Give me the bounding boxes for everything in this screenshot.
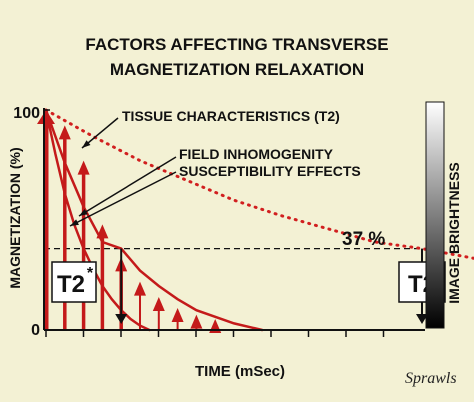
annotation-susceptibility-effects: SUSCEPTIBILITY EFFECTS — [179, 163, 361, 179]
echo-spike-arrowhead — [152, 297, 165, 311]
annotation-tissue-characteristics: TISSUE CHARACTERISTICS (T2) — [122, 108, 340, 124]
image-brightness-label: IMAGE BRIGHTNESS — [446, 162, 462, 304]
field-inhomogenity-curve — [44, 108, 264, 332]
annotation-field-inhomogenity: FIELD INHOMOGENITY — [179, 146, 334, 162]
y-axis-label: MAGNETIZATION (%) — [7, 147, 23, 288]
chart-title-line2: MAGNETIZATION RELAXATION — [110, 60, 364, 79]
plot-area: T2 * T2 — [37, 108, 474, 333]
susceptibility-annotation-arrow — [69, 171, 177, 227]
y-tick-label-0: 0 — [31, 322, 40, 339]
reference-level-label: 37 % — [342, 229, 385, 250]
signature: Sprawls — [405, 370, 457, 387]
t2-star-superscript: * — [87, 265, 94, 282]
chart-title-line1: FACTORS AFFECTING TRANSVERSE — [85, 35, 388, 54]
tissue-t2-decay-curve — [44, 108, 474, 260]
marker-drop-arrowhead — [115, 314, 128, 324]
echo-spike-arrowhead — [58, 125, 71, 140]
t2-star-marker-box — [51, 261, 97, 303]
t2-star-label: T2 — [57, 271, 85, 298]
echo-spike-arrowhead — [134, 281, 146, 296]
field-annotation-arrow-head — [79, 208, 88, 216]
marker-drop-arrowhead — [416, 314, 428, 324]
x-axis-label: TIME (mSec) — [195, 363, 285, 380]
susceptibility-annotation-arrow-head — [70, 219, 79, 226]
field-annotation-arrow — [78, 156, 177, 217]
echo-spike-arrowhead — [190, 314, 203, 329]
y-tick-label-100: 100 — [13, 105, 40, 122]
image-brightness-bar — [425, 101, 445, 329]
echo-spike-arrowhead — [77, 160, 90, 175]
tissue-annotation-arrow-head — [82, 140, 91, 148]
susceptibility-effects-curve — [44, 108, 151, 332]
echo-spike-arrowhead — [171, 308, 184, 322]
